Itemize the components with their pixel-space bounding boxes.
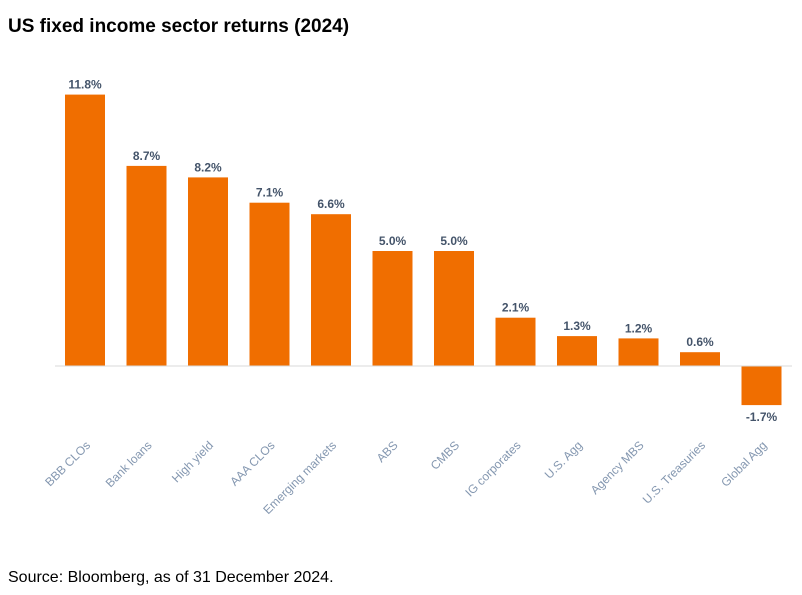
- source-note: Source: Bloomberg, as of 31 December 202…: [8, 569, 334, 586]
- category-label-2: High yield: [169, 438, 216, 485]
- value-label-10: 0.6%: [686, 335, 714, 349]
- value-label-8: 1.3%: [563, 319, 591, 333]
- bars-group: [65, 94, 782, 406]
- value-label-9: 1.2%: [625, 321, 653, 335]
- category-label-10: U.S. Treasuries: [640, 438, 708, 506]
- bar-10: [680, 352, 720, 366]
- value-label-2: 8.2%: [194, 160, 222, 174]
- bar-1: [126, 165, 167, 366]
- category-label-1: Bank loans: [103, 438, 155, 490]
- value-label-6: 5.0%: [440, 234, 468, 248]
- bar-chart: 11.8% 8.7% 8.2% 7.1% 6.6% 5.0% 5.0% 2.1% 1.3% 1.2…: [42, 78, 792, 517]
- value-label-7: 2.1%: [502, 301, 530, 315]
- value-label-11: -1.7%: [746, 410, 778, 424]
- category-label-11: Global Agg: [718, 438, 769, 489]
- value-label-5: 5.0%: [379, 234, 407, 248]
- bar-7: [495, 317, 536, 366]
- category-label-6: CMBS: [428, 438, 462, 472]
- value-label-4: 6.6%: [317, 197, 345, 211]
- bar-0: [65, 94, 105, 366]
- category-labels-group: BBB CLOs Bank loans High yield AAA CLOsEmer…: [42, 438, 769, 517]
- category-label-9: Agency MBS: [588, 438, 647, 497]
- value-label-3: 7.1%: [256, 186, 284, 200]
- bar-9: [618, 338, 659, 366]
- bar-11: [741, 366, 782, 406]
- category-label-5: ABS: [374, 438, 401, 465]
- category-label-0: BBB CLOs: [42, 438, 93, 489]
- bar-8: [557, 336, 597, 366]
- bar-2: [188, 177, 228, 366]
- category-label-3: AAA CLOs: [227, 438, 277, 488]
- category-label-8: U.S. Agg: [542, 438, 585, 481]
- bar-3: [249, 202, 290, 366]
- value-label-0: 11.8%: [68, 78, 102, 92]
- bar-4: [311, 214, 351, 366]
- value-label-1: 8.7%: [133, 149, 161, 163]
- bar-5: [372, 251, 413, 366]
- value-labels-group: 11.8% 8.7% 8.2% 7.1% 6.6% 5.0% 5.0% 2.1% 1.3% 1.2…: [68, 78, 777, 425]
- chart-title: US fixed income sector returns (2024): [8, 16, 350, 37]
- bar-6: [434, 251, 474, 366]
- category-label-7: IG corporates: [462, 438, 523, 499]
